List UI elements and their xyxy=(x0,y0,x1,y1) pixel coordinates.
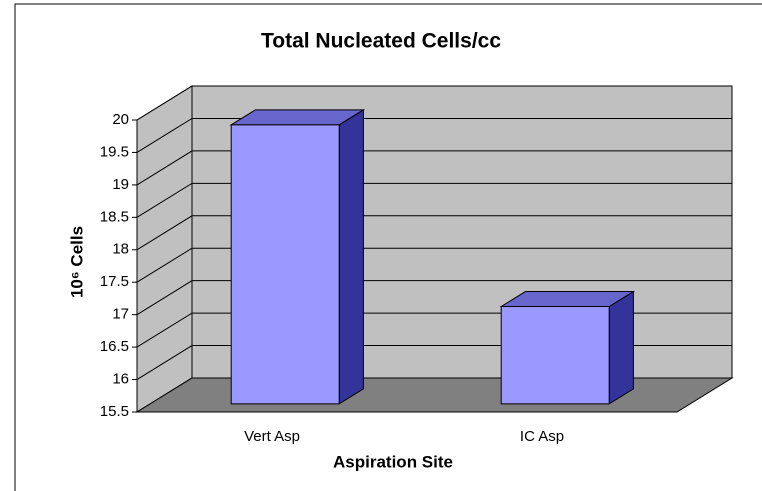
grid-line xyxy=(136,280,732,316)
y-tick-label: 18 xyxy=(112,241,129,258)
bar xyxy=(500,306,610,405)
x-tick-label: Vert Asp xyxy=(244,428,300,445)
y-tick-label: 15.5 xyxy=(100,403,129,420)
y-tick-label: 19 xyxy=(112,176,129,193)
x-axis-title: Aspiration Site xyxy=(333,452,453,471)
bar-top xyxy=(229,109,366,126)
grid-line xyxy=(136,182,732,218)
x-tick-label: IC Asp xyxy=(520,428,564,445)
bar-top xyxy=(499,291,636,308)
bar-side xyxy=(338,108,364,405)
chart-title: Total Nucleated Cells/cc xyxy=(261,30,501,53)
grid-line xyxy=(136,117,732,153)
y-tick-label: 16.5 xyxy=(100,338,129,355)
floor xyxy=(135,377,734,413)
grid-line xyxy=(136,215,732,251)
bar-side xyxy=(608,290,634,405)
grid-line xyxy=(136,150,732,186)
bar xyxy=(230,124,340,405)
y-tick-label: 16 xyxy=(112,371,129,388)
grid-line xyxy=(136,247,732,283)
y-tick-label: 17 xyxy=(112,306,129,323)
y-axis-title: 10⁶ Cells xyxy=(67,226,86,298)
y-tick-label: 18.5 xyxy=(100,208,129,225)
y-tick-label: 17.5 xyxy=(100,273,129,290)
y-tick-label: 20 xyxy=(112,111,129,128)
grid-line xyxy=(136,85,732,121)
y-tick-label: 19.5 xyxy=(100,143,129,160)
